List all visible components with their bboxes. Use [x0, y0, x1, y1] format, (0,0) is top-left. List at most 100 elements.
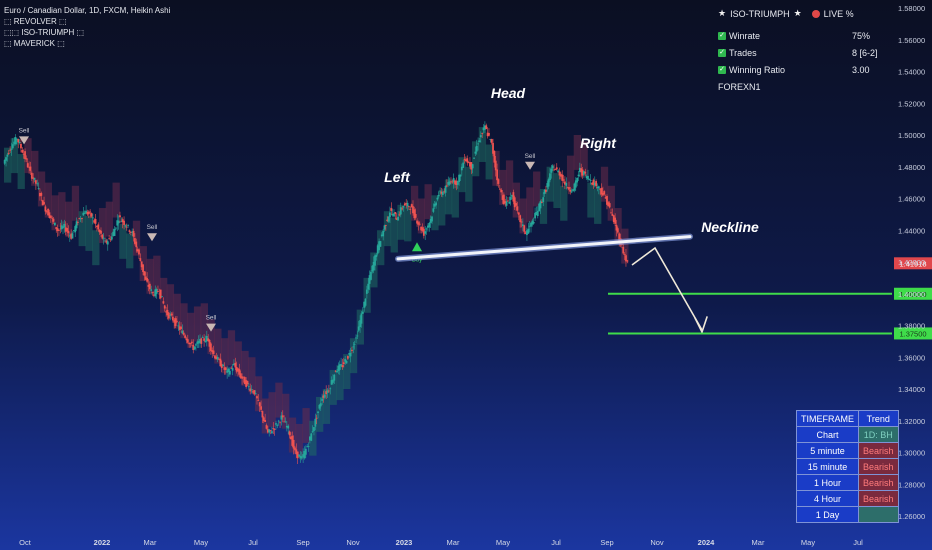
- cloud-segment: [594, 188, 602, 224]
- column-header: TIMEFRAME: [796, 410, 859, 427]
- candle-body: [171, 316, 174, 321]
- candle-body: [545, 189, 547, 192]
- x-tick-label: Mar: [447, 538, 460, 547]
- candle-body: [382, 230, 385, 237]
- star-icon: ★: [793, 8, 802, 18]
- signal-label: Sell: [147, 224, 158, 231]
- candle-body: [208, 339, 211, 347]
- candle-body: [284, 421, 287, 423]
- candle-body: [230, 367, 233, 369]
- candle-body: [477, 143, 480, 145]
- candle-body: [600, 187, 603, 195]
- cloud-segment: [424, 184, 432, 220]
- candle-body: [429, 218, 432, 223]
- candle-body: [5, 157, 7, 161]
- candle-body: [391, 213, 394, 216]
- candle-body: [446, 185, 448, 187]
- candle-body: [41, 200, 44, 206]
- candle-body: [387, 216, 390, 222]
- candle-body: [60, 225, 63, 230]
- candle-body: [200, 338, 203, 344]
- candle-body: [359, 320, 361, 328]
- candle-body: [311, 431, 314, 433]
- indicator-maverick[interactable]: ⬚ MAVERICK ⬚: [4, 39, 65, 48]
- candle-body: [615, 224, 618, 231]
- symbol-title[interactable]: Euro / Canadian Dollar, 1D, FXCM, Heikin…: [4, 6, 171, 15]
- candle-body: [489, 139, 492, 141]
- cloud-segment: [410, 185, 419, 221]
- candle-body: [295, 449, 298, 455]
- x-tick-label: Sep: [296, 538, 309, 547]
- candle-body: [285, 425, 288, 428]
- candle-body: [569, 189, 572, 192]
- timeframe-cell: 1 Day: [796, 506, 859, 523]
- candle-body: [242, 376, 245, 378]
- x-tick-label: May: [194, 538, 208, 547]
- candle-body: [7, 153, 10, 154]
- candle-body: [260, 406, 262, 410]
- price-axis[interactable]: 1.58000 1.56000 1.54000 1.52000 1.50000 1.480…: [898, 4, 925, 521]
- candle-body: [435, 202, 437, 206]
- candle-body: [330, 380, 333, 385]
- candle-body: [444, 185, 447, 193]
- candle-body: [591, 182, 593, 185]
- cloud-segment: [44, 182, 52, 218]
- y-tick-label: 1.38000: [898, 322, 925, 331]
- candle-body: [182, 332, 185, 335]
- candle-body: [101, 234, 104, 239]
- cloud-segment: [383, 211, 392, 247]
- candle-body: [452, 178, 455, 183]
- candle-body: [611, 213, 614, 216]
- cloud-segment: [512, 182, 520, 218]
- candle-body: [132, 230, 135, 237]
- candle-body: [272, 428, 275, 429]
- cloud-segment: [193, 306, 202, 342]
- candle-body: [416, 220, 418, 224]
- cloud-segment: [377, 230, 385, 266]
- trend-cell: Bearish: [858, 442, 899, 459]
- candle-body: [227, 368, 230, 373]
- indicator-revolver[interactable]: ⬚ REVOLVER ⬚: [4, 17, 67, 26]
- candle-body: [493, 150, 496, 163]
- candle-body: [238, 369, 241, 375]
- cloud-segment: [92, 230, 100, 266]
- candle-body: [185, 338, 188, 341]
- candle-body: [364, 298, 367, 306]
- pattern-label: Left: [384, 169, 411, 185]
- stats-title: ISO-TRIUMPH: [730, 8, 790, 19]
- candle-body: [265, 425, 268, 429]
- candle-body: [277, 420, 280, 422]
- candle-body: [307, 446, 310, 447]
- x-tick-label: Nov: [650, 538, 664, 547]
- candle-body: [193, 346, 196, 350]
- candle-body: [440, 191, 443, 194]
- time-axis[interactable]: Oct 2022 Mar May Jul Sep Nov 2023 Mar May Jul Sep No…: [19, 538, 863, 547]
- y-tick-label: 1.52000: [898, 99, 925, 108]
- timeframe-trend-table: TIMEFRAME Trend Chart 1D: BH 5 minute Be…: [796, 410, 899, 523]
- candle-body: [121, 219, 124, 223]
- candle-body: [394, 212, 397, 215]
- candle-body: [345, 360, 348, 364]
- y-tick-label: 1.44000: [898, 226, 925, 235]
- cloud-segment: [309, 420, 317, 456]
- candle-body: [37, 188, 40, 189]
- candle-body: [554, 169, 557, 170]
- cloud-segment: [621, 228, 629, 264]
- candle-body: [256, 396, 258, 399]
- candle-body: [352, 346, 355, 348]
- candle-body: [10, 148, 13, 150]
- indicator-iso-triumph[interactable]: ⬚⬚ ISO-TRIUMPH ⬚: [4, 28, 85, 37]
- timeframe-cell: 15 minute: [796, 458, 859, 475]
- candle-body: [610, 212, 612, 214]
- candle-body: [344, 359, 347, 362]
- candle-body: [561, 174, 564, 181]
- candle-body: [539, 201, 542, 209]
- candle-body: [355, 337, 357, 339]
- candle-body: [104, 240, 106, 242]
- cloud-segment: [241, 350, 249, 386]
- x-tick-label: Nov: [346, 538, 360, 547]
- candle-body: [129, 232, 132, 233]
- candle-body: [481, 133, 484, 135]
- candle-body: [288, 431, 291, 436]
